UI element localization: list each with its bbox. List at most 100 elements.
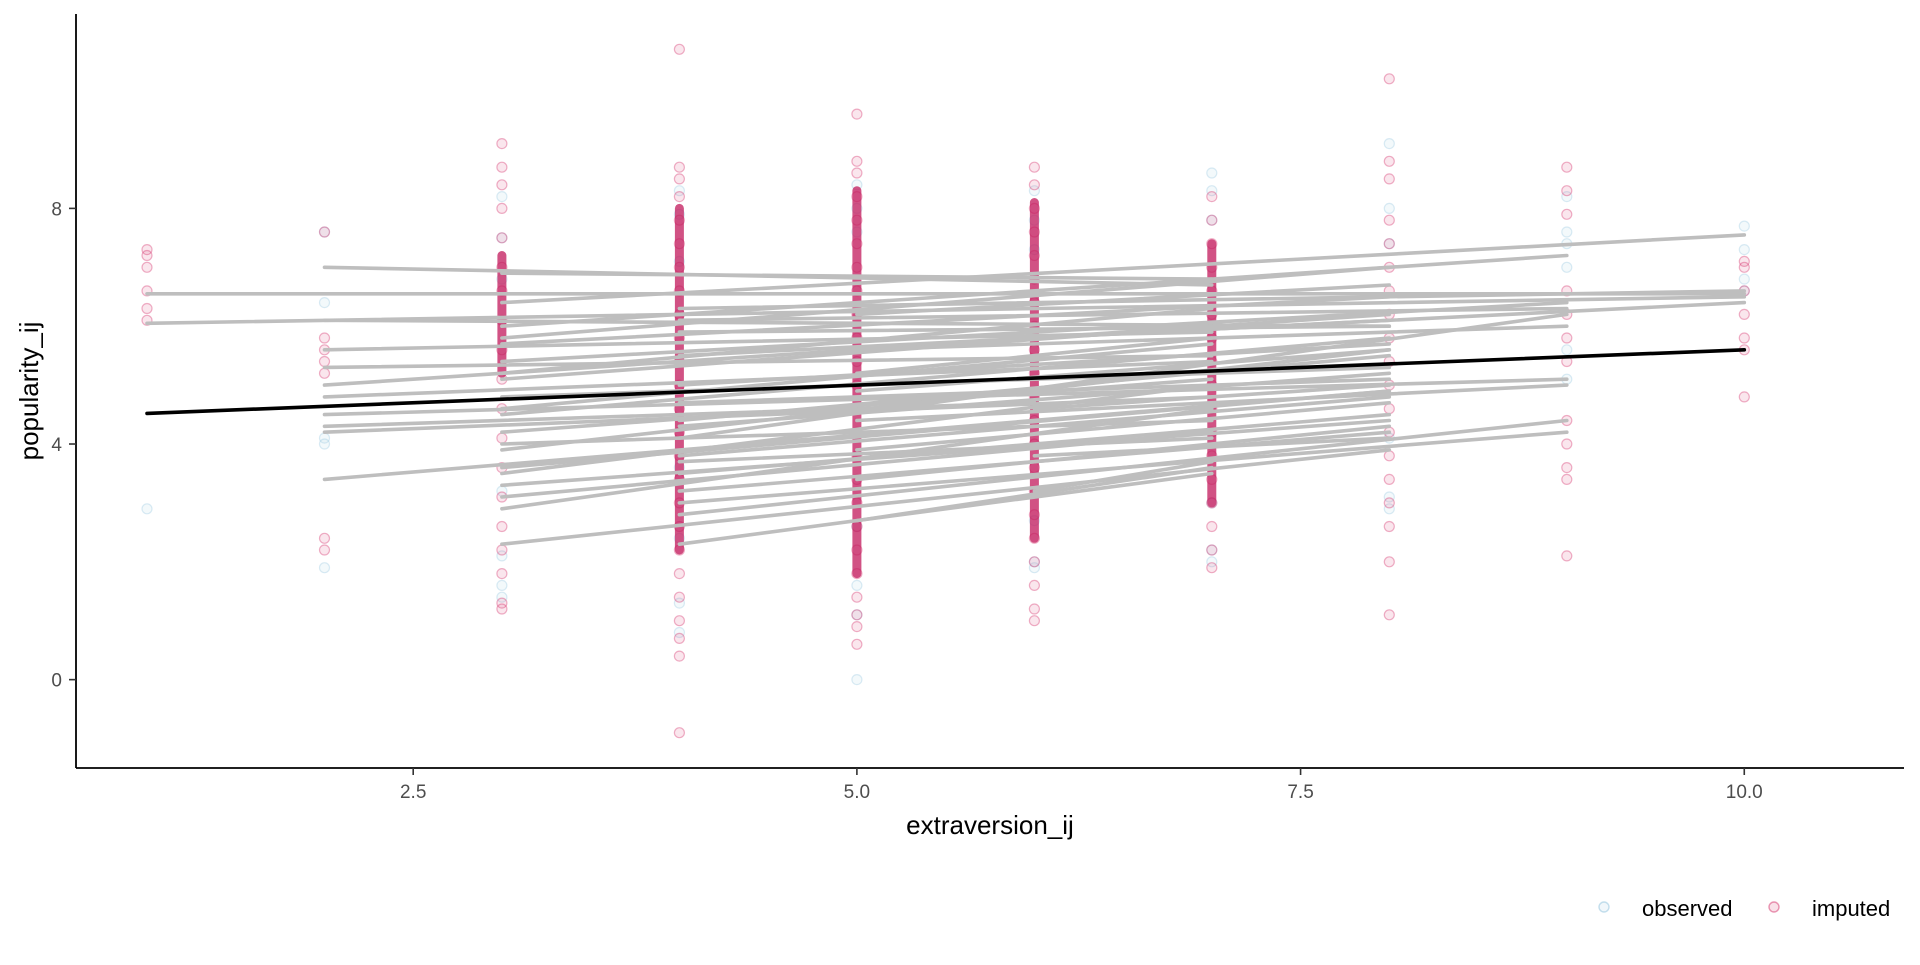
imputed-point-51 xyxy=(673,591,686,603)
imputed-point-57 xyxy=(851,108,863,120)
group-line-32 xyxy=(677,289,1747,311)
imputed-point-150 xyxy=(1738,255,1750,267)
observed-point-6 xyxy=(496,191,508,203)
group-line-40 xyxy=(677,395,1392,458)
group-line-13 xyxy=(500,233,1747,305)
imputed-point-10 xyxy=(318,367,331,379)
group-line-15 xyxy=(500,294,1392,346)
imputed-point-77 xyxy=(851,591,863,603)
imputed-point-137 xyxy=(1383,609,1395,621)
imputed-point-56 xyxy=(673,727,686,739)
observed-point-7 xyxy=(496,232,508,244)
imputed-point-119 xyxy=(1383,73,1395,85)
observed-point-13 xyxy=(673,185,686,197)
imputed-point-143 xyxy=(1561,332,1573,344)
imputed-point-14 xyxy=(496,161,508,173)
observed-point-30 xyxy=(1028,556,1041,568)
imputed-point-31 xyxy=(496,603,508,615)
y-tick-label-2: 8 xyxy=(51,199,62,220)
imputed-point-13 xyxy=(496,138,508,150)
imputed-point-78 xyxy=(851,609,863,621)
legend-key-observed xyxy=(1598,901,1610,913)
imputed-point-59 xyxy=(851,167,863,179)
observed-point-39 xyxy=(1383,138,1395,150)
group-line-56 xyxy=(1032,318,1392,340)
imputed-point-130 xyxy=(1383,403,1395,415)
group-line-55 xyxy=(855,336,1214,376)
observed-point-10 xyxy=(496,591,508,603)
imputed-point-33 xyxy=(673,173,686,185)
group-lines-layer xyxy=(145,233,1747,547)
imputed-point-132 xyxy=(1383,450,1395,462)
imputed-point-50 xyxy=(673,567,686,580)
observed-point-4 xyxy=(318,562,331,574)
imputed-point-154 xyxy=(1738,332,1750,344)
observed-point-52 xyxy=(1738,244,1750,256)
legend: observed imputed xyxy=(1598,896,1890,921)
group-line-51 xyxy=(855,383,1569,423)
observed-point-0 xyxy=(141,503,153,515)
imputed-point-24 xyxy=(496,432,508,444)
observed-point-5 xyxy=(318,432,331,444)
imputed-point-4 xyxy=(141,302,153,315)
imputed-point-98 xyxy=(1028,556,1041,568)
observed-point-44 xyxy=(1383,491,1395,503)
imputed-point-99 xyxy=(1028,579,1041,592)
group-line-12 xyxy=(500,271,1214,281)
axes-layer xyxy=(75,14,1904,769)
imputed-point-133 xyxy=(1383,473,1395,485)
imputed-point-28 xyxy=(496,544,508,556)
group-line-45 xyxy=(677,430,1569,505)
observed-point-27 xyxy=(1028,185,1041,197)
observed-point-41 xyxy=(1383,238,1395,250)
group-line-41 xyxy=(677,412,1392,476)
fixed-line-layer xyxy=(145,347,1747,416)
imputed-point-153 xyxy=(1738,308,1750,320)
imputed-point-138 xyxy=(1561,161,1573,173)
group-line-59 xyxy=(1032,459,1214,493)
imputed-point-12 xyxy=(318,544,331,556)
observed-point-21 xyxy=(851,609,863,621)
observed-point-9 xyxy=(496,579,508,592)
x-tick-label-1: 5.0 xyxy=(844,782,870,803)
x-axis-title: extraversion_ij xyxy=(906,810,1074,840)
observed-point-31 xyxy=(1028,562,1041,574)
group-line-30 xyxy=(500,306,1214,376)
imputed-point-116 xyxy=(1206,520,1218,533)
imputed-point-121 xyxy=(1383,173,1395,185)
group-line-57 xyxy=(1032,383,1392,411)
imputed-point-156 xyxy=(1738,391,1750,403)
imputed-point-102 xyxy=(1206,191,1218,203)
y-tick-label-1: 4 xyxy=(51,435,62,456)
observed-point-16 xyxy=(673,597,686,609)
imputed-point-7 xyxy=(318,332,331,344)
y-tick-label-0: 0 xyxy=(51,671,62,692)
legend-label-observed: observed xyxy=(1642,896,1733,921)
group-line-50 xyxy=(855,347,1392,393)
observed-point-20 xyxy=(851,673,863,686)
imputed-point-140 xyxy=(1561,208,1573,220)
group-line-46 xyxy=(677,436,1214,464)
observed-point-48 xyxy=(1561,261,1573,273)
imputed-point-122 xyxy=(1383,214,1395,226)
observed-point-53 xyxy=(1738,273,1750,285)
imputed-point-80 xyxy=(851,638,863,650)
imputed-point-58 xyxy=(851,155,863,167)
imputed-point-55 xyxy=(673,43,686,55)
group-line-52 xyxy=(855,400,1392,452)
imputed-point-147 xyxy=(1561,462,1573,474)
x-tick-label-3: 10.0 xyxy=(1726,782,1763,803)
imputed-point-136 xyxy=(1383,556,1395,568)
group-line-27 xyxy=(500,383,1214,476)
group-line-48 xyxy=(855,283,1392,317)
imputed-point-82 xyxy=(1028,179,1041,191)
imputed-point-79 xyxy=(851,620,863,633)
imputed-point-81 xyxy=(1028,161,1041,173)
imputed-point-11 xyxy=(318,532,331,544)
observed-point-40 xyxy=(1383,202,1395,214)
imputed-point-135 xyxy=(1383,520,1395,533)
imputed-point-15 xyxy=(496,179,508,191)
observed-point-43 xyxy=(1383,503,1395,515)
group-line-33 xyxy=(677,306,1569,323)
observed-point-1 xyxy=(318,226,331,238)
